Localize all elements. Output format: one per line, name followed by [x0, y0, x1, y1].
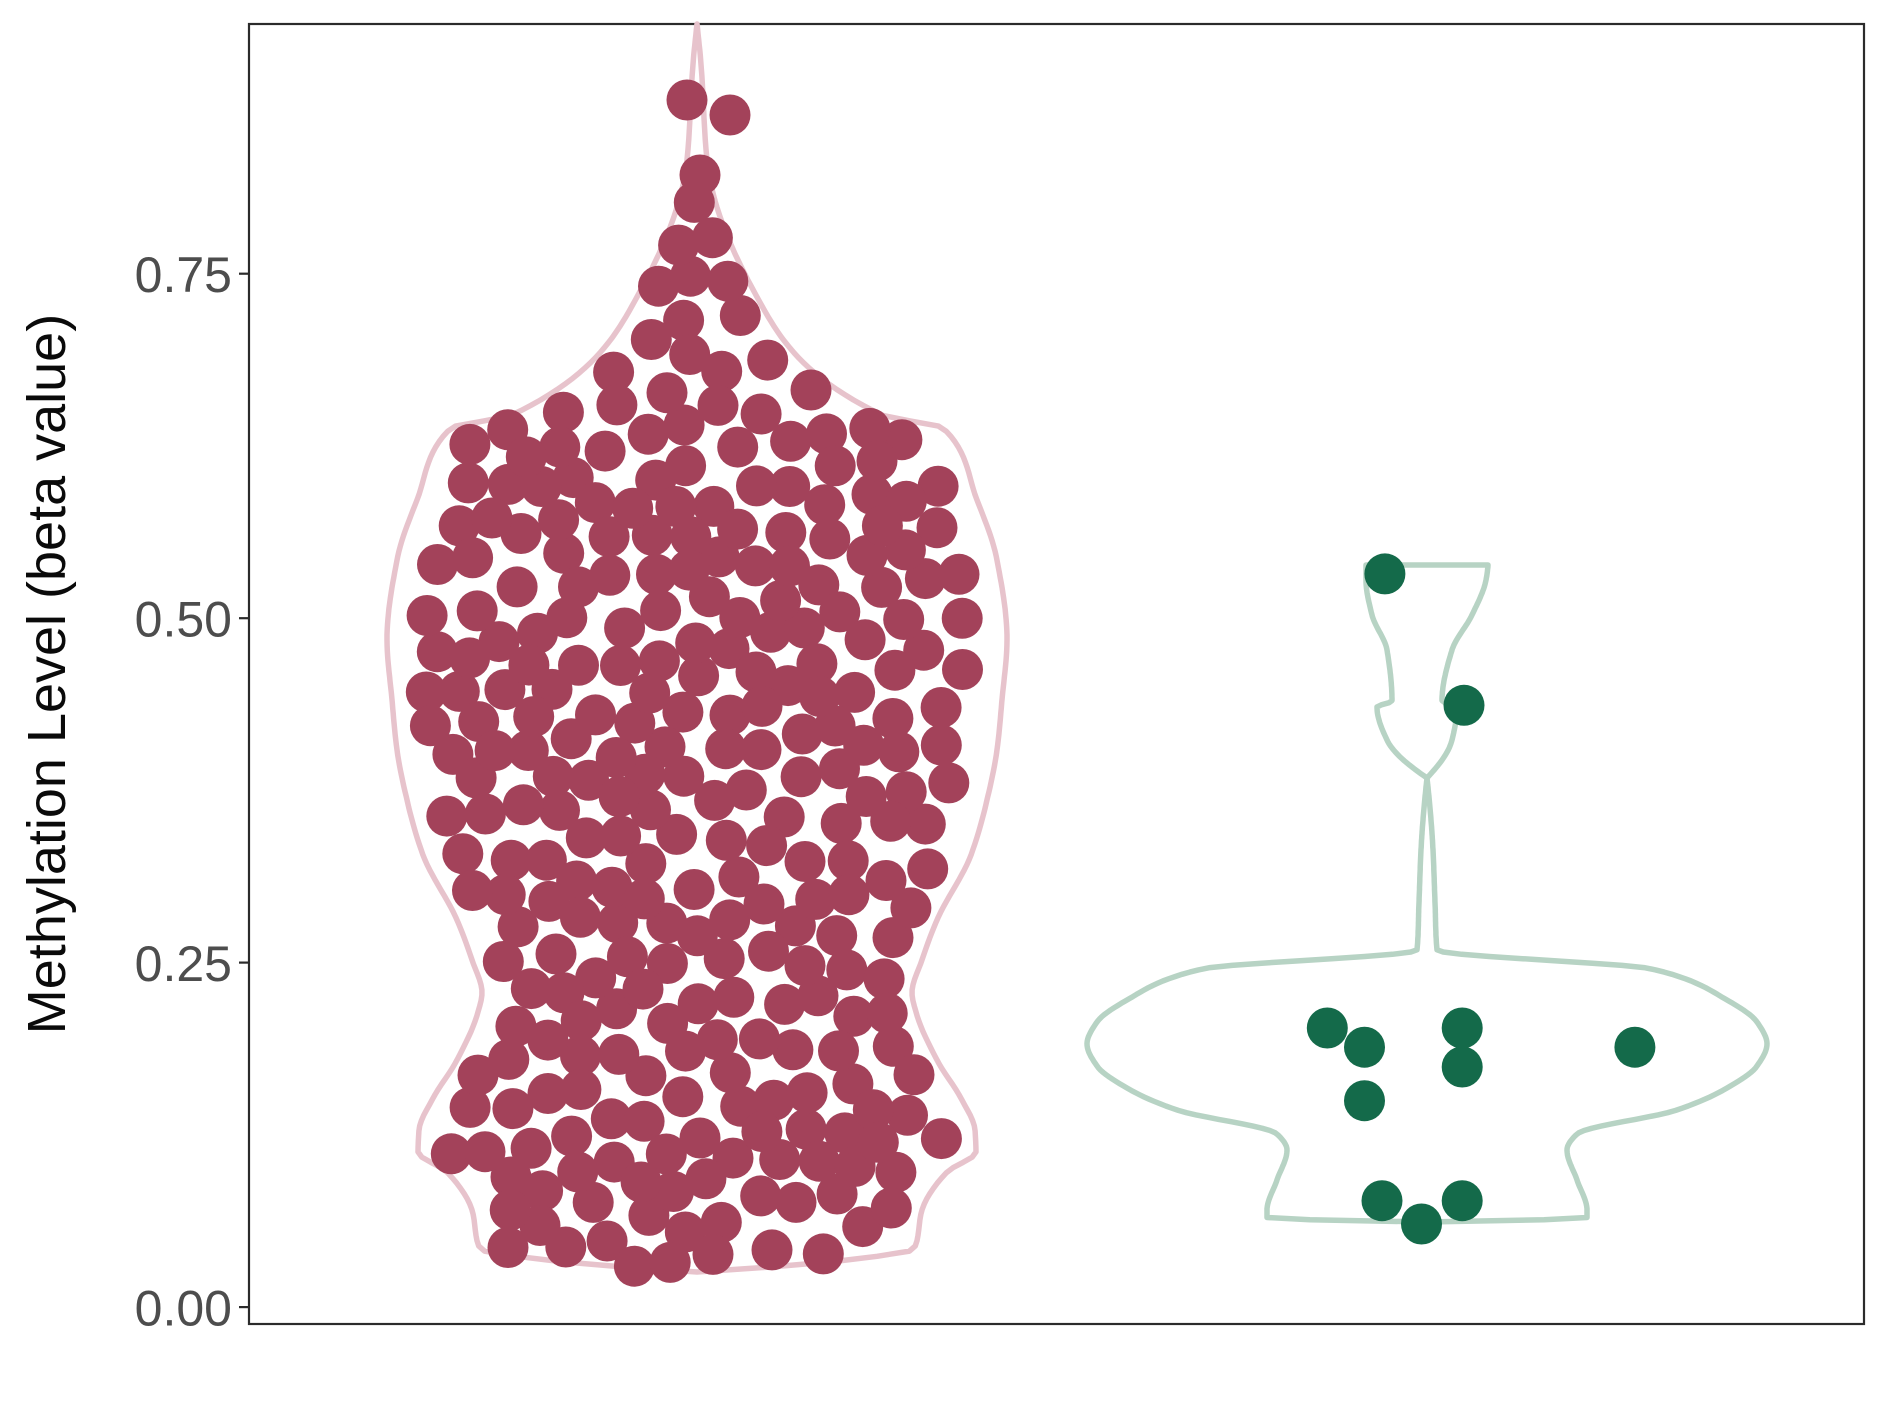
- svg-text:0.00: 0.00: [135, 1281, 232, 1337]
- svg-text:0.50: 0.50: [135, 592, 232, 648]
- svg-text:0.25: 0.25: [135, 936, 232, 992]
- svg-text:0.75: 0.75: [135, 247, 232, 303]
- svg-text:Methylation Level (beta value): Methylation Level (beta value): [17, 314, 77, 1034]
